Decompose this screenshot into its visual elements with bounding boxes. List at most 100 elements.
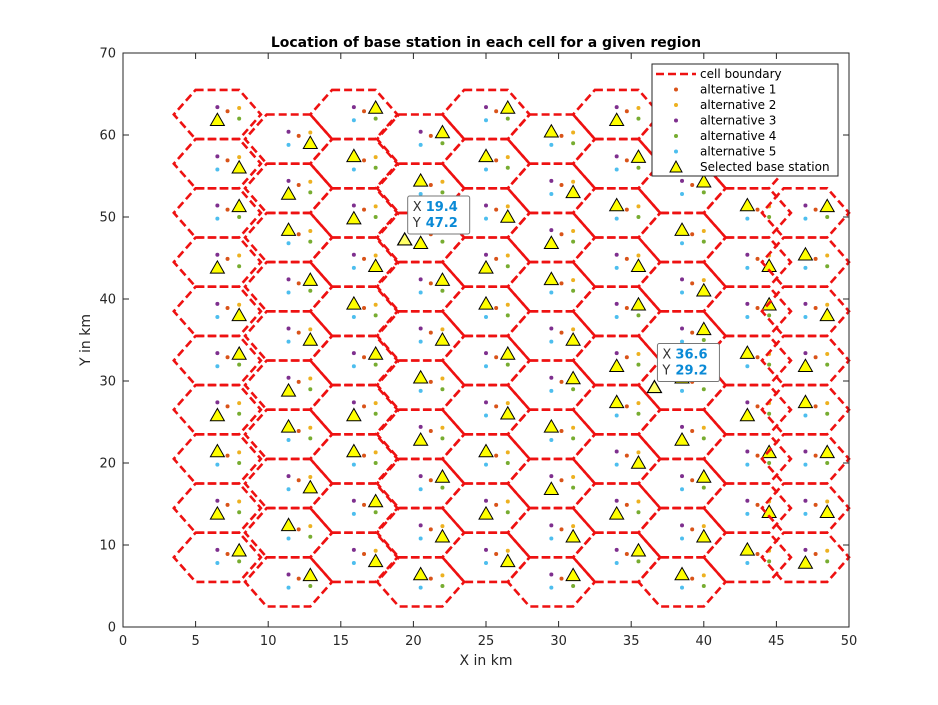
alternative-1-point bbox=[559, 133, 564, 138]
selected-base-station-marker bbox=[209, 259, 226, 274]
alternative-4-point bbox=[237, 510, 242, 515]
alternative-2-point bbox=[636, 401, 641, 406]
alternative-4-point bbox=[505, 116, 510, 121]
alternative-3-point bbox=[680, 523, 685, 528]
x-tick-label: 20 bbox=[405, 634, 422, 649]
selected-base-station-marker bbox=[797, 394, 814, 409]
alternative-5-point bbox=[549, 192, 554, 197]
alternative-3-point bbox=[680, 474, 685, 479]
selected-base-station-marker bbox=[565, 184, 581, 199]
alternative-5-point bbox=[680, 487, 685, 492]
alternative-2-point bbox=[373, 401, 378, 406]
alternative-2-point bbox=[701, 524, 706, 529]
alternative-4-point bbox=[308, 288, 313, 293]
legend-label: alternative 5 bbox=[700, 145, 776, 159]
alternative-1-point bbox=[813, 404, 818, 409]
alternative-5-point bbox=[614, 265, 619, 270]
axes: 0 5 10 15 20 25 30 35 40 45 50 0 10 20 30 40 50 60 70 bbox=[99, 47, 857, 650]
alternative-5-point bbox=[803, 511, 808, 516]
alternative-2-point bbox=[237, 302, 242, 307]
alternative-5-point bbox=[215, 364, 220, 369]
alternative-1-point bbox=[494, 306, 499, 311]
alternative-5-point bbox=[614, 462, 619, 467]
legend-swatch-alternative-5 bbox=[674, 149, 678, 154]
alternative-5-point bbox=[351, 167, 356, 172]
alternative-1-point bbox=[428, 330, 433, 335]
alternative-1-point bbox=[624, 355, 629, 360]
x-tick-label: 35 bbox=[623, 634, 640, 649]
selected-base-station-marker bbox=[302, 272, 319, 286]
alternative-4-point bbox=[373, 411, 378, 416]
selected-base-station-marker bbox=[565, 370, 581, 385]
alternative-4-point bbox=[636, 411, 641, 416]
alternative-5-point bbox=[286, 536, 291, 541]
alternative-3-point bbox=[215, 252, 220, 257]
x-tick-label: 0 bbox=[119, 634, 127, 649]
alternative-3-point bbox=[803, 301, 808, 306]
alternative-5-point bbox=[484, 364, 488, 369]
y-tick-label: 50 bbox=[99, 211, 116, 226]
alternative-3-point bbox=[803, 351, 808, 356]
alternative-4-point bbox=[440, 288, 445, 293]
legend-label: alternative 2 bbox=[700, 98, 776, 112]
alternative-3-point bbox=[351, 547, 356, 552]
alternative-5-point bbox=[745, 315, 750, 320]
alternative-5-point bbox=[351, 265, 356, 270]
alternative-4-point bbox=[373, 165, 378, 170]
alternative-4-point bbox=[825, 559, 830, 564]
alternative-1-point bbox=[755, 306, 760, 311]
alternative-3-point bbox=[549, 228, 554, 233]
alternative-5-point bbox=[418, 192, 423, 197]
alternative-4-point bbox=[767, 313, 772, 318]
alternative-5-point bbox=[484, 315, 488, 320]
alternative-3-point bbox=[484, 105, 488, 110]
alternative-2-point bbox=[440, 573, 445, 578]
alternative-5-point bbox=[418, 290, 423, 295]
alternative-2-point bbox=[440, 179, 445, 184]
alternative-1-point bbox=[428, 133, 433, 138]
alternative-4-point bbox=[440, 436, 445, 441]
x-tick-label: 50 bbox=[841, 634, 858, 649]
alternative-5-point bbox=[745, 265, 750, 270]
selected-base-station-marker bbox=[209, 407, 226, 422]
alternative-4-point bbox=[636, 510, 641, 515]
alternative-1-point bbox=[225, 453, 230, 458]
alternative-2-point bbox=[373, 204, 378, 209]
datatip-marker bbox=[396, 231, 413, 246]
alternative-1-point bbox=[225, 552, 230, 557]
alternative-3-point bbox=[286, 572, 291, 577]
alternative-3-point bbox=[351, 105, 356, 110]
alternative-3-point bbox=[614, 301, 619, 306]
alternative-5-point bbox=[351, 364, 356, 369]
alternative-2-point bbox=[701, 425, 706, 430]
alternative-2-point bbox=[308, 474, 313, 479]
alternative-5-point bbox=[549, 142, 554, 147]
alternative-5-point bbox=[418, 339, 423, 344]
alternative-5-point bbox=[286, 339, 291, 344]
datatip-y-label: Y bbox=[661, 364, 670, 379]
datatip-y-label: Y bbox=[412, 216, 421, 231]
alternative-2-point bbox=[237, 401, 242, 406]
alternative-4-point bbox=[505, 264, 510, 269]
alternative-1-point bbox=[494, 207, 499, 212]
alternative-3-point bbox=[418, 424, 423, 429]
alternative-3-point bbox=[680, 326, 685, 331]
alternative-2-point bbox=[571, 278, 576, 283]
alternative-3-point bbox=[549, 572, 554, 577]
alternative-1-point bbox=[428, 429, 433, 434]
alternative-3-point bbox=[215, 547, 220, 552]
selected-base-station-marker bbox=[302, 567, 319, 582]
selected-base-station-marker bbox=[434, 528, 451, 543]
selected-base-station-marker bbox=[346, 295, 362, 310]
selected-base-station-marker bbox=[630, 542, 647, 557]
alternative-1-point bbox=[296, 527, 301, 532]
alternative-4-point bbox=[636, 362, 641, 367]
alternative-2-point bbox=[505, 401, 510, 406]
alternative-4-point bbox=[373, 215, 378, 219]
cell-boundary bbox=[760, 187, 851, 239]
selected-base-station-marker bbox=[231, 542, 248, 557]
x-axis-label: X in km bbox=[460, 653, 513, 669]
alternative-1-point bbox=[494, 256, 499, 261]
alternative-3-point bbox=[351, 351, 356, 356]
alternative-5-point bbox=[286, 438, 291, 443]
